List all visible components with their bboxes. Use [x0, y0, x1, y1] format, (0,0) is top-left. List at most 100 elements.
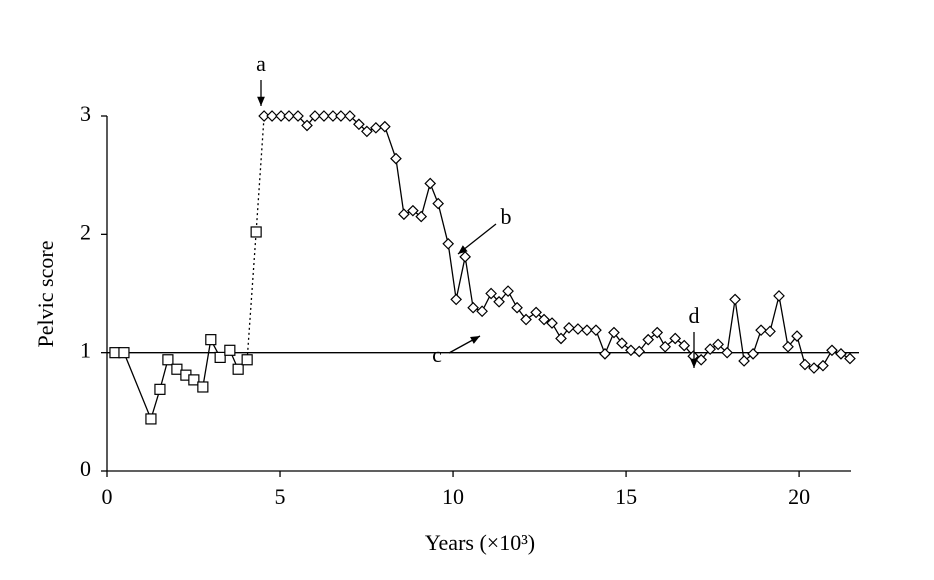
- square-marker: [214, 351, 226, 363]
- annotation-label: b: [501, 204, 512, 229]
- diamond-marker: [721, 346, 733, 359]
- diamond-marker: [459, 250, 472, 263]
- diamond-marker: [817, 359, 829, 372]
- diamond-marker: [258, 110, 270, 122]
- diamond-marker: [808, 362, 820, 374]
- diamond-marker: [747, 348, 759, 360]
- x-tick-label: 20: [788, 484, 810, 509]
- x-tick-label: 10: [442, 484, 464, 509]
- y-tick-label: 0: [80, 456, 91, 481]
- diamond-marker: [669, 332, 682, 345]
- diamond-marker: [335, 110, 347, 122]
- diamond-marker: [530, 306, 542, 319]
- diamond-marker: [712, 338, 724, 351]
- diamond-marker: [678, 339, 691, 352]
- diamond-marker: [511, 301, 523, 314]
- y-tick-label: 1: [80, 338, 91, 363]
- diamond-marker: [633, 345, 646, 358]
- diamond-marker: [625, 344, 637, 357]
- diamond-marker: [398, 208, 410, 221]
- diamond-marker: [651, 326, 664, 339]
- diamond-marker: [415, 210, 428, 223]
- diamond-marker: [450, 293, 463, 306]
- diamond-marker: [275, 110, 287, 122]
- diamond-marker: [555, 332, 567, 345]
- square-marker: [154, 383, 166, 395]
- diamond-marker: [608, 326, 620, 339]
- diamond-marker: [755, 324, 767, 337]
- arrow-head: [257, 96, 265, 106]
- diamond-marker: [493, 295, 505, 308]
- diamond-marker: [344, 110, 356, 122]
- diamond-marker: [379, 120, 391, 133]
- diamond-marker: [353, 118, 365, 131]
- diamond-marker: [424, 177, 437, 190]
- diamond-marker: [327, 110, 339, 122]
- diamond-marker: [390, 152, 402, 165]
- diamond-marker: [432, 197, 445, 210]
- x-tick-label: 0: [102, 484, 113, 509]
- arrow-head: [458, 245, 468, 254]
- x-tick-label: 5: [275, 484, 286, 509]
- y-tick-label: 3: [80, 101, 91, 126]
- diamond-marker: [318, 110, 330, 122]
- y-axis-label: Pelvic score: [33, 241, 58, 348]
- diamond-marker: [844, 352, 856, 365]
- diamond-marker: [826, 344, 838, 357]
- diamond-marker: [370, 121, 382, 134]
- diamond-marker: [266, 110, 278, 122]
- square-marker: [171, 363, 183, 375]
- diamond-marker: [538, 313, 550, 326]
- diamond-marker: [704, 343, 717, 355]
- square-marker: [145, 413, 157, 425]
- diamond-marker: [309, 110, 321, 122]
- diamond-marker: [476, 305, 488, 318]
- diamond-marker: [695, 353, 708, 366]
- diamond-marker: [799, 358, 811, 371]
- y-tick-label: 2: [80, 219, 91, 244]
- diamond-marker: [738, 355, 750, 367]
- diamond-marker: [292, 110, 304, 122]
- arrow-head: [690, 358, 698, 368]
- diamond-marker: [773, 290, 785, 302]
- diamond-marker: [301, 119, 313, 132]
- diamond-marker: [563, 321, 575, 334]
- square-marker: [250, 226, 262, 238]
- diamond-marker: [485, 287, 497, 300]
- diamond-marker: [546, 317, 558, 329]
- square-marker: [162, 354, 174, 366]
- square-marker: [205, 334, 217, 346]
- square-marker: [188, 374, 200, 386]
- diamond-marker: [729, 293, 741, 306]
- diamond-marker: [782, 340, 794, 353]
- x-tick-label: 15: [615, 484, 637, 509]
- diamond-marker: [467, 301, 479, 314]
- arrow-head: [470, 336, 480, 344]
- diamond-marker: [616, 337, 628, 350]
- diamond-marker: [407, 204, 419, 217]
- diamond-marker: [599, 348, 611, 360]
- diamond-marker: [791, 330, 803, 342]
- square-marker: [232, 363, 244, 375]
- diamond-marker: [581, 324, 593, 337]
- x-axis-label: Years (×10³): [425, 530, 535, 555]
- annotation-label: a: [256, 51, 266, 76]
- diamond-marker: [835, 348, 847, 360]
- diamond-marker: [520, 313, 532, 326]
- diamond-marker: [283, 110, 295, 122]
- connector-line: [246, 115, 265, 360]
- diamond-marker: [572, 323, 584, 335]
- diamond-marker: [361, 125, 373, 138]
- square-marker: [197, 381, 209, 393]
- square-marker: [224, 344, 236, 356]
- diamond-marker: [764, 325, 776, 338]
- square-marker: [241, 354, 253, 366]
- annotation-label: d: [689, 303, 700, 328]
- diamond-marker: [502, 285, 514, 297]
- annotation-label: c: [432, 342, 442, 367]
- diamond-marker: [442, 237, 455, 250]
- square-marker: [118, 347, 130, 359]
- diamond-marker: [590, 324, 602, 337]
